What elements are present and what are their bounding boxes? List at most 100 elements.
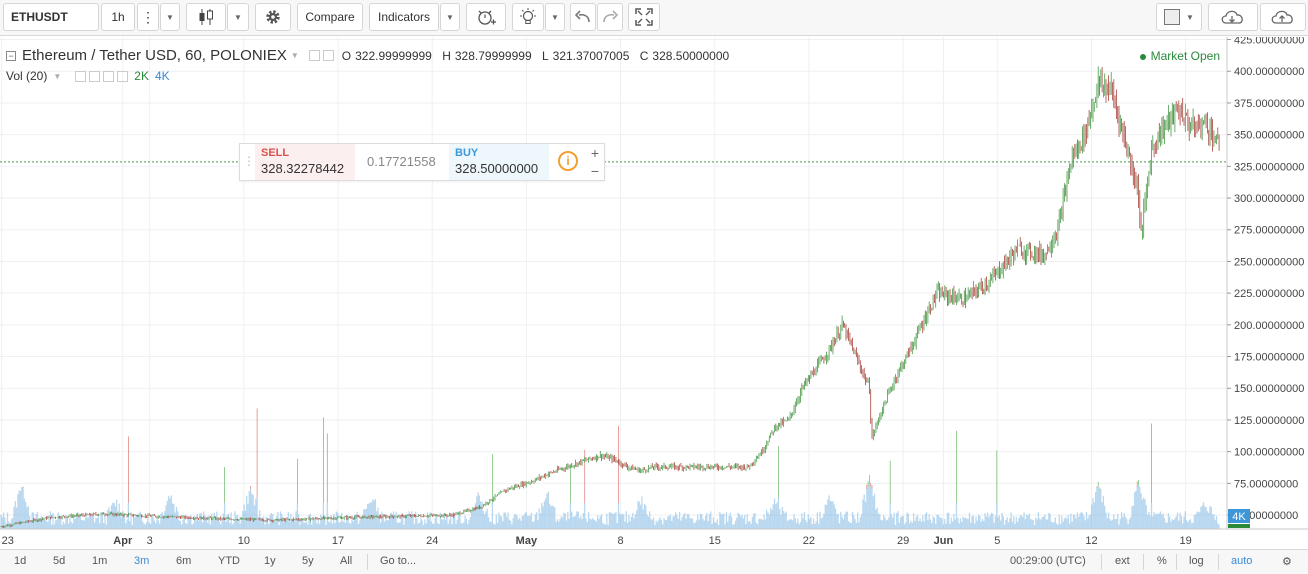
volume-bar bbox=[680, 520, 682, 529]
volume-bar bbox=[762, 520, 764, 529]
utc-clock[interactable]: 00:29:00 (UTC) bbox=[1010, 555, 1086, 567]
symbol-search-input[interactable]: ETHUSDT bbox=[3, 3, 99, 31]
volume-bar bbox=[846, 511, 848, 529]
volume-bar bbox=[1124, 516, 1127, 529]
redo-button[interactable] bbox=[597, 3, 623, 31]
volume-bar bbox=[262, 516, 265, 529]
volume-bar bbox=[403, 524, 405, 529]
volume-bar bbox=[551, 505, 553, 529]
volume-bar bbox=[715, 522, 717, 529]
alert-button[interactable] bbox=[466, 3, 506, 31]
volume-bar bbox=[665, 520, 668, 529]
volume-bar bbox=[829, 500, 832, 529]
undo-button[interactable] bbox=[570, 3, 596, 31]
buy-button[interactable]: BUY 328.50000000 bbox=[449, 144, 549, 180]
volume-bar bbox=[624, 521, 626, 529]
info-icon[interactable]: i bbox=[558, 151, 578, 171]
volume-bar bbox=[780, 515, 782, 529]
volume-bar bbox=[169, 498, 171, 529]
plus-button[interactable]: + bbox=[590, 145, 600, 161]
chart-properties-gear-icon[interactable]: ⚙ bbox=[1282, 556, 1292, 568]
eye-icon[interactable] bbox=[308, 50, 320, 61]
volume-bar bbox=[104, 515, 106, 529]
indicators-dropdown[interactable]: ▼ bbox=[440, 3, 460, 31]
volume-bar bbox=[698, 519, 700, 529]
volume-bar bbox=[290, 514, 292, 529]
volume-bar bbox=[400, 516, 403, 529]
volume-bar bbox=[621, 513, 624, 529]
volume-bar bbox=[535, 512, 538, 529]
range-3m-button[interactable]: 3m bbox=[134, 555, 150, 567]
volume-bar bbox=[751, 517, 754, 529]
save-chart-button[interactable] bbox=[1260, 3, 1306, 31]
range-1m-button[interactable]: 1m bbox=[92, 555, 108, 567]
chevron-down-icon[interactable]: ▼ bbox=[290, 51, 299, 60]
volume-bar bbox=[694, 522, 696, 529]
volume-bar bbox=[747, 521, 750, 529]
volume-bar bbox=[61, 524, 63, 529]
volume-bar bbox=[607, 524, 609, 529]
volume-bar bbox=[356, 511, 358, 529]
volume-bar bbox=[304, 522, 306, 529]
chevron-down-icon[interactable]: ▼ bbox=[53, 71, 62, 81]
fullscreen-button[interactable] bbox=[628, 3, 660, 31]
volume-bar bbox=[1067, 514, 1069, 529]
volume-bar bbox=[589, 518, 591, 529]
volume-bar bbox=[205, 516, 208, 529]
volume-bar bbox=[689, 518, 691, 529]
more-intervals-button[interactable]: ⋮ bbox=[137, 3, 159, 31]
volume-bar bbox=[785, 511, 787, 529]
chart-area[interactable]: 425.00000000 400.00000000 375.00000000 350.… bbox=[0, 35, 1308, 549]
light-bulb-button[interactable] bbox=[512, 3, 544, 31]
close-icon[interactable] bbox=[117, 70, 129, 82]
volume-bar bbox=[533, 521, 535, 529]
volume-bar bbox=[1023, 512, 1025, 529]
volume-bar bbox=[849, 522, 851, 529]
chart-style-button[interactable] bbox=[186, 3, 226, 31]
volume-bar bbox=[1024, 519, 1027, 529]
volume-bar bbox=[45, 520, 48, 529]
buy-price: 328.50000000 bbox=[455, 161, 539, 176]
eye-icon[interactable] bbox=[75, 70, 87, 82]
volume-bar bbox=[418, 522, 421, 529]
volume-bar bbox=[417, 523, 419, 529]
volume-bar bbox=[456, 519, 458, 529]
volume-bar bbox=[619, 513, 621, 529]
volume-bar bbox=[1026, 514, 1028, 529]
range-1y-button[interactable]: 1y bbox=[264, 555, 276, 567]
percent-scale-toggle[interactable]: % bbox=[1157, 555, 1167, 567]
minus-button[interactable]: − bbox=[590, 163, 600, 179]
add-icon[interactable] bbox=[103, 70, 115, 82]
log-scale-toggle[interactable]: log bbox=[1189, 555, 1204, 567]
auto-scale-toggle[interactable]: auto bbox=[1231, 555, 1253, 567]
volume-bar bbox=[1063, 518, 1066, 529]
volume-bar bbox=[322, 503, 325, 529]
sell-button[interactable]: SELL 328.32278442 bbox=[255, 144, 355, 180]
go-to-date-button[interactable]: Go to... bbox=[380, 555, 417, 567]
range-5y-button[interactable]: 5y bbox=[302, 555, 314, 567]
range-all-button[interactable]: All bbox=[340, 555, 353, 567]
chart-style-dropdown[interactable]: ▼ bbox=[227, 3, 249, 31]
indicators-button[interactable]: Indicators bbox=[369, 3, 439, 31]
volume-bar bbox=[1035, 517, 1037, 529]
range-6m-button[interactable]: 6m bbox=[176, 555, 192, 567]
range-5d-button[interactable]: 5d bbox=[53, 555, 66, 567]
volume-bar bbox=[992, 513, 994, 529]
interval-button[interactable]: 1h bbox=[101, 3, 135, 31]
interval-dropdown-button[interactable]: ▼ bbox=[160, 3, 180, 31]
vertical-dots-icon: ⋮ bbox=[141, 9, 155, 25]
layout-button[interactable]: ▼ bbox=[1156, 3, 1202, 31]
settings-small-icon[interactable] bbox=[89, 70, 101, 82]
range-ytd-button[interactable]: YTD bbox=[218, 555, 240, 567]
volume-bar bbox=[842, 519, 845, 529]
settings-button[interactable] bbox=[255, 3, 291, 31]
price-chart[interactable]: 425.00000000400.00000000375.00000000350.… bbox=[0, 35, 1308, 549]
range-1d-button[interactable]: 1d bbox=[14, 555, 27, 567]
extended-hours-toggle[interactable]: ext bbox=[1115, 555, 1130, 567]
compare-button[interactable]: Compare bbox=[297, 3, 363, 31]
load-chart-button[interactable] bbox=[1208, 3, 1258, 31]
collapse-legend-icon[interactable]: − bbox=[6, 50, 16, 61]
settings-small-icon[interactable] bbox=[322, 50, 334, 61]
light-bulb-dropdown[interactable]: ▼ bbox=[545, 3, 565, 31]
volume-bar bbox=[517, 519, 520, 529]
